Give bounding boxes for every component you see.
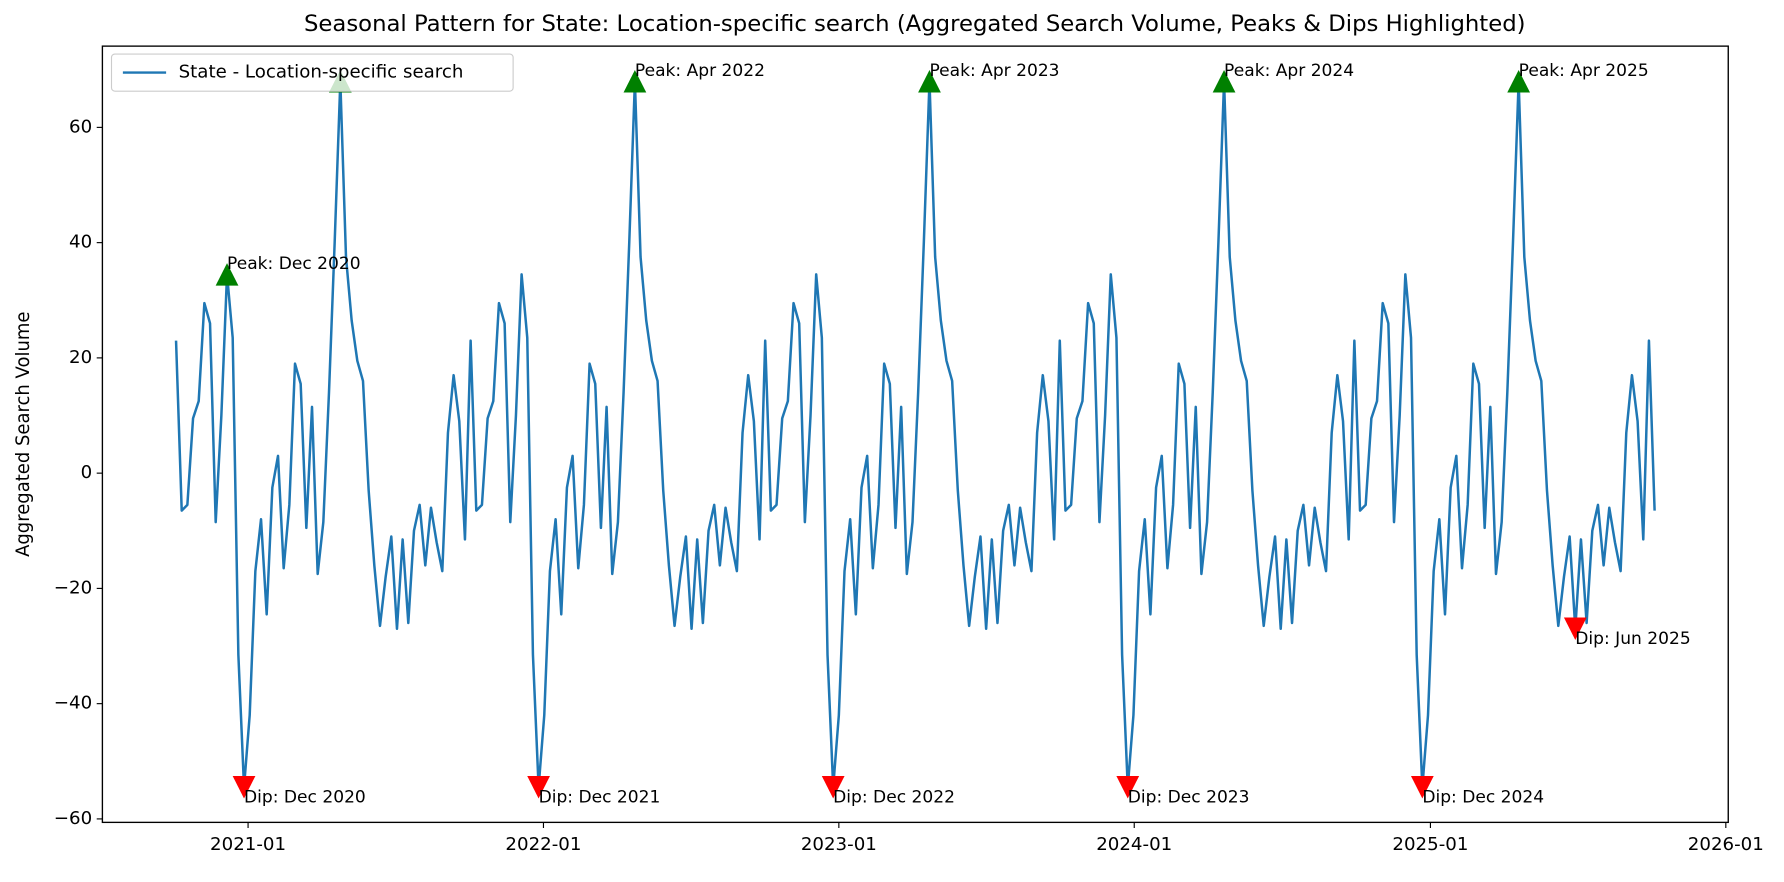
y-tick-label: 40: [69, 232, 92, 253]
dip-marker: [232, 775, 256, 799]
chart-title: Seasonal Pattern for State: Location-spe…: [304, 11, 1526, 37]
peak-marker: [623, 70, 647, 93]
y-tick-label: −40: [54, 693, 92, 714]
y-tick-label: 60: [69, 116, 92, 137]
x-tick-label: 2024-01: [1096, 834, 1172, 855]
y-tick-label: −60: [54, 808, 92, 829]
plot-frame: [101, 45, 1729, 824]
x-tick-label: 2022-01: [505, 834, 581, 855]
peak-marker: [215, 263, 239, 286]
legend: State - Location-specific search: [110, 53, 514, 92]
dip-marker: [1116, 775, 1140, 799]
dip-label: Dip: Dec 2023: [1128, 787, 1250, 807]
y-tick-label: −20: [54, 577, 92, 598]
dip-marker: [1563, 617, 1587, 640]
x-tick-label: 2023-01: [801, 834, 877, 855]
dip-label: Dip: Dec 2020: [244, 787, 366, 807]
dip-label: Dip: Jun 2025: [1575, 629, 1690, 649]
y-axis-label: Aggregated Search Volume: [13, 312, 34, 557]
peak-marker: [918, 70, 941, 93]
x-tick-label: 2026-01: [1688, 834, 1764, 855]
peak-label: Peak: Apr 2024: [1224, 61, 1354, 81]
dip-marker: [821, 775, 845, 799]
peak-label: Peak: Apr 2022: [635, 61, 765, 81]
dip-label: Dip: Dec 2022: [833, 787, 955, 807]
peak-marker: [1212, 70, 1236, 93]
dip-label: Dip: Dec 2024: [1422, 787, 1544, 807]
legend-box: [110, 53, 514, 92]
dip-marker: [1410, 775, 1434, 799]
legend-label: State - Location-specific search: [179, 62, 464, 83]
y-tick-label: 0: [81, 462, 93, 483]
peak-label: Peak: Apr 2025: [1519, 61, 1649, 81]
x-tick-label: 2021-01: [210, 834, 286, 855]
series-line: [174, 80, 1656, 789]
dip-label: Dip: Dec 2021: [539, 787, 661, 807]
peak-label: Peak: Dec 2020: [227, 254, 361, 274]
y-tick-label: 20: [69, 347, 92, 368]
dip-marker: [527, 775, 550, 799]
peak-label: Peak: Apr 2023: [929, 61, 1059, 81]
x-tick-label: 2025-01: [1392, 834, 1468, 855]
peak-marker: [1507, 70, 1531, 93]
